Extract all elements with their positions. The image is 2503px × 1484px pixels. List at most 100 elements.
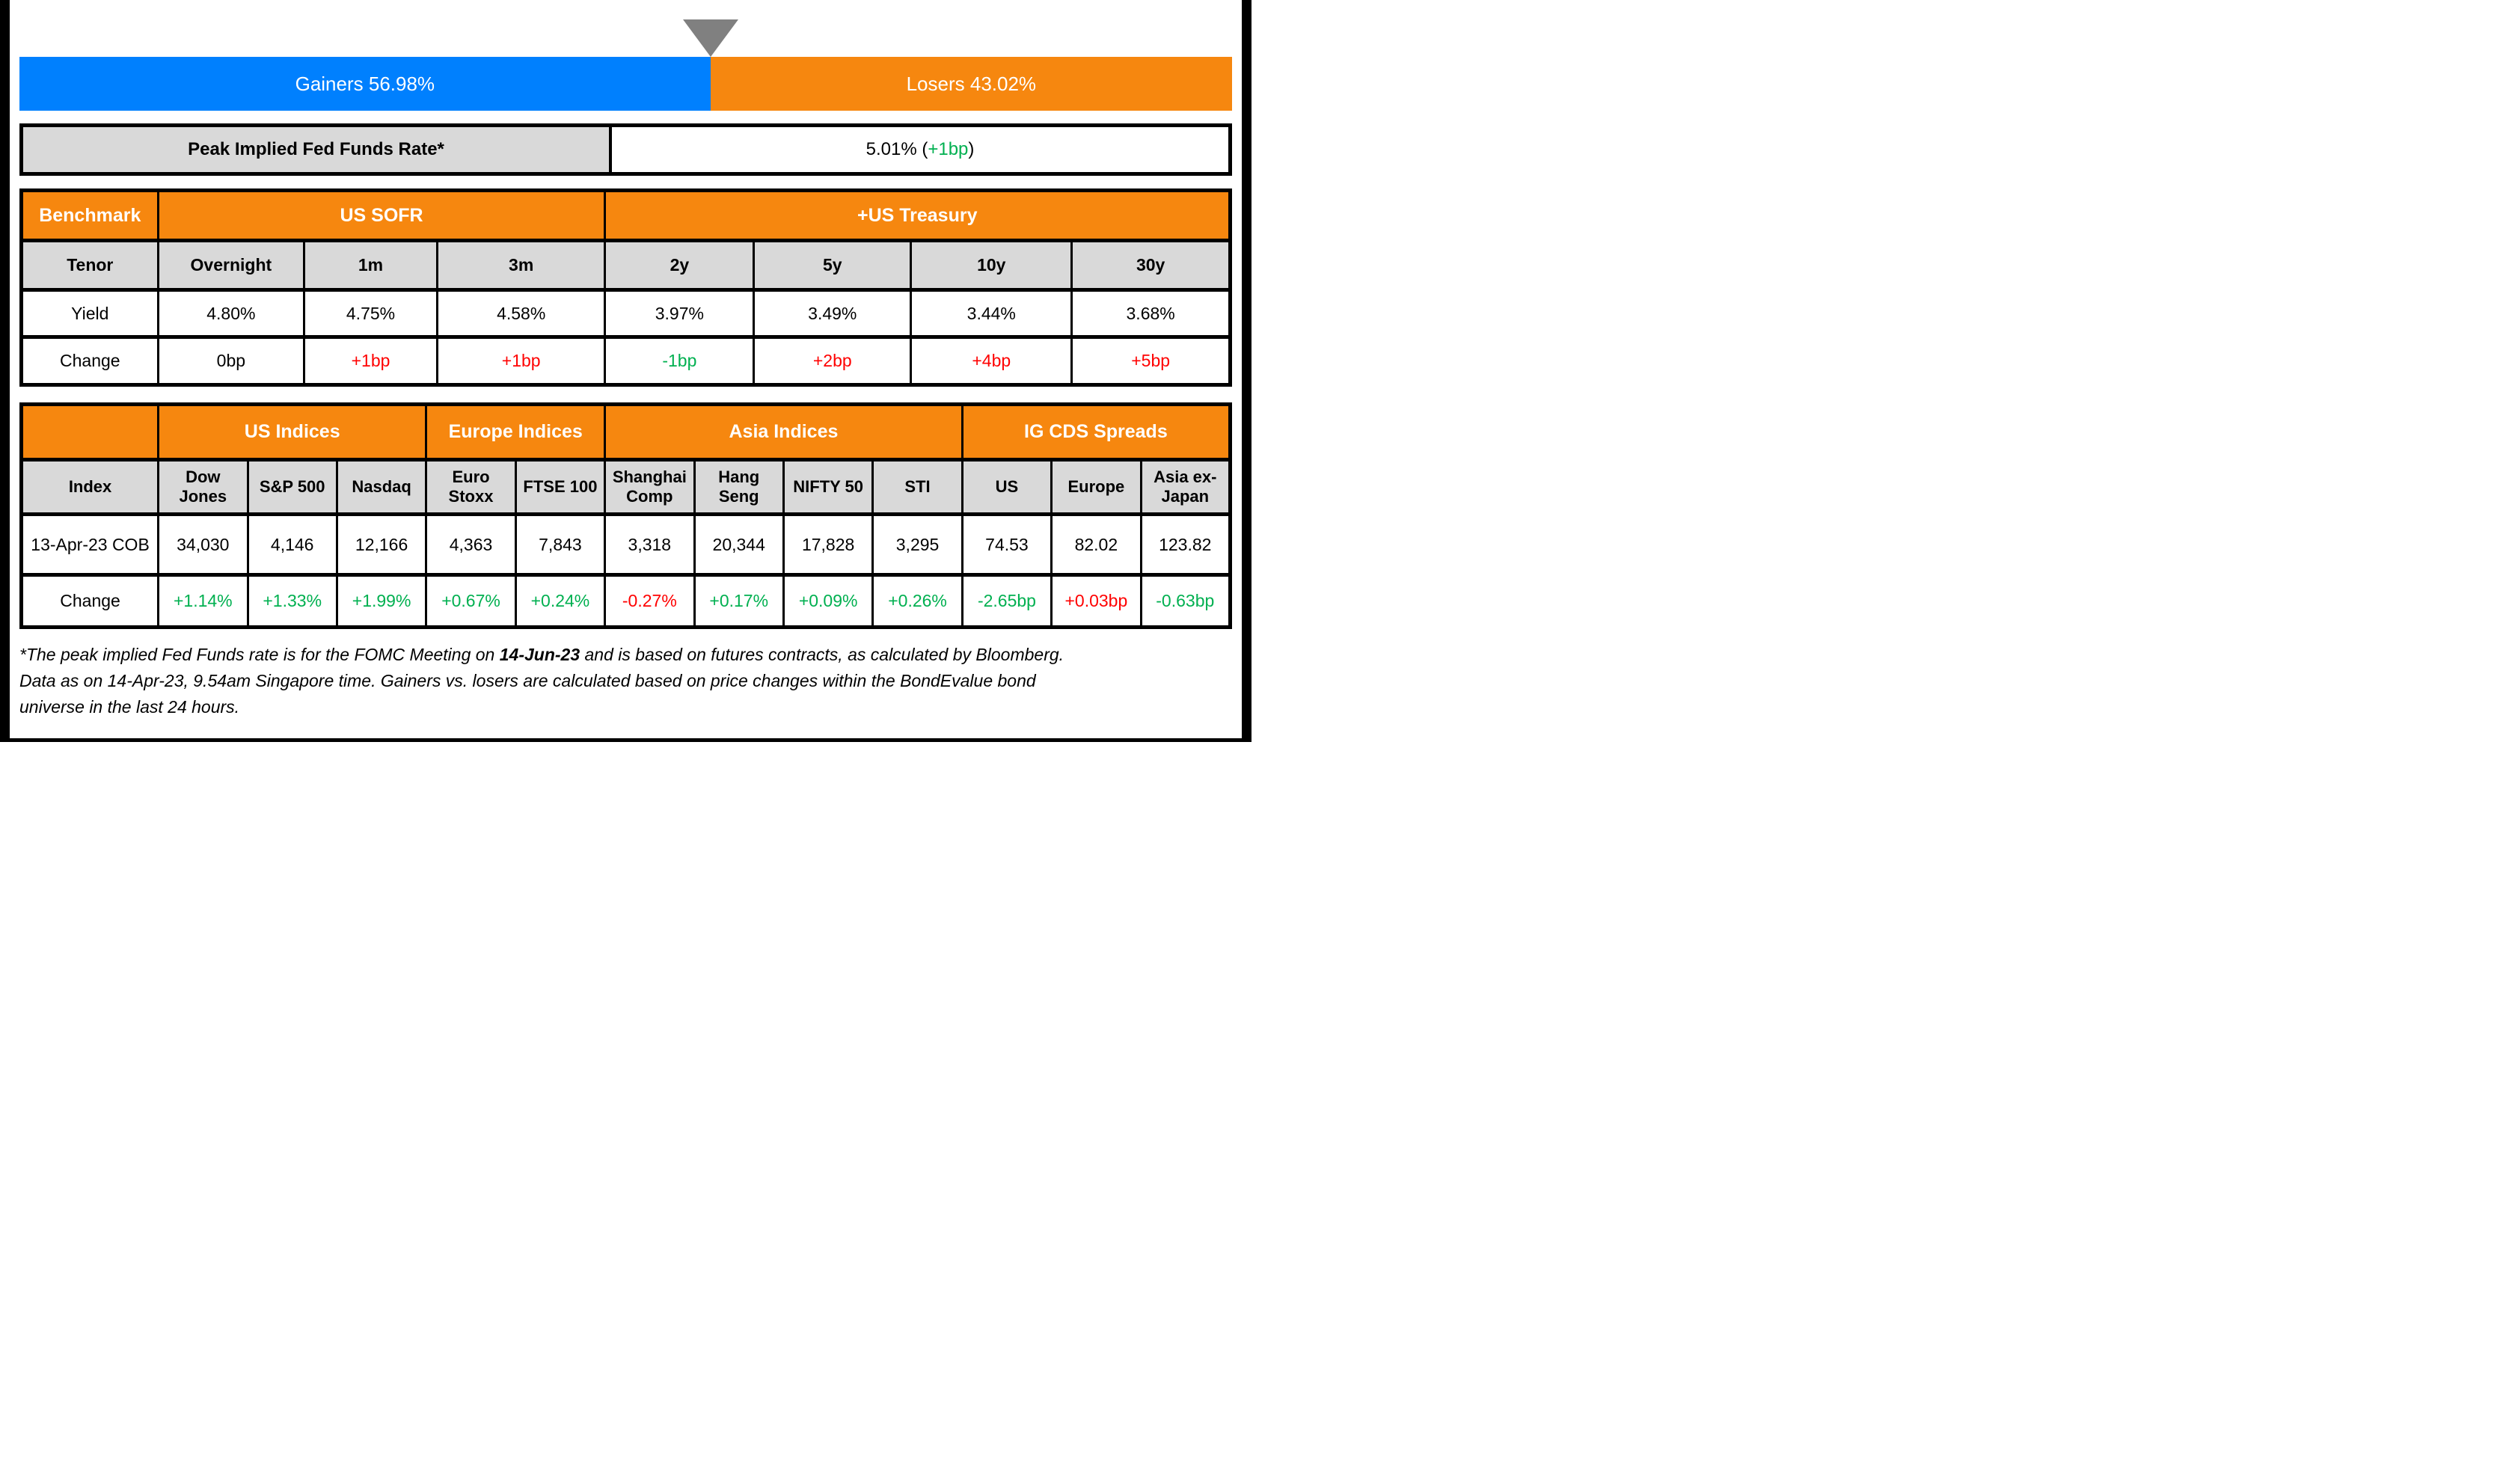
index-value-cell: 3,318 <box>604 512 696 577</box>
index-value-cell: 123.82 <box>1139 512 1232 577</box>
us-treasury-group-cell: +US Treasury <box>604 188 1231 242</box>
index-value-cell: 12,166 <box>335 512 428 577</box>
index-change-cell: +0.67% <box>425 573 517 629</box>
indices-group-header-row: US Indices Europe Indices Asia Indices I… <box>19 402 1232 462</box>
index-name-cell: NIFTY 50 <box>782 458 874 516</box>
index-change-cell: +0.17% <box>693 573 785 629</box>
index-value-cell: 20,344 <box>693 512 785 577</box>
index-change-cell: +1.99% <box>335 573 428 629</box>
peak-rate-close-paren: ) <box>968 139 975 159</box>
index-value-cell: 4,363 <box>425 512 517 577</box>
peak-rate-number: 5.01% ( <box>866 139 928 159</box>
footnote: *The peak implied Fed Funds rate is for … <box>19 642 1082 720</box>
index-change-cell: -0.27% <box>604 573 696 629</box>
benchmark-change-cell: 0bp <box>156 335 306 387</box>
footnote-text-1: *The peak implied Fed Funds rate is for … <box>19 645 500 664</box>
benchmark-title-cell: Benchmark <box>20 188 159 242</box>
footnote-bold-date: 14-Jun-23 <box>499 645 580 664</box>
index-change-cell: +1.14% <box>157 573 249 629</box>
gainers-label: Gainers 56.98% <box>295 72 435 95</box>
peak-rate-row: Peak Implied Fed Funds Rate* 5.01% (+1bp… <box>19 123 1232 176</box>
index-name-cell: Nasdaq <box>335 458 428 516</box>
index-name-cell: FTSE 100 <box>514 458 607 516</box>
yield-cell: 4.80% <box>156 288 306 339</box>
benchmark-tenor-row: Tenor Overnight 1m 3m 2y 5y 10y 30y <box>20 239 1231 292</box>
losers-label: Losers 43.02% <box>906 72 1037 95</box>
cob-date-cell: 13-Apr-23 COB <box>19 512 160 577</box>
us-indices-group-cell: US Indices <box>157 402 428 462</box>
yield-cell: 3.49% <box>753 288 913 339</box>
left-border <box>0 0 10 742</box>
peak-rate-value: 5.01% (+1bp) <box>612 127 1228 172</box>
right-border <box>1242 0 1252 742</box>
index-change-cell: -2.65bp <box>961 573 1053 629</box>
bottom-border <box>0 738 1252 742</box>
tenor-cell: 3m <box>435 239 607 292</box>
split-marker-triangle-icon <box>682 19 738 57</box>
change-label-cell: Change <box>19 573 160 629</box>
index-label-cell: Index <box>19 458 160 516</box>
benchmark-change-cell: +5bp <box>1070 335 1231 387</box>
index-value-cell: 17,828 <box>782 512 874 577</box>
ig-cds-group-cell: IG CDS Spreads <box>961 402 1232 462</box>
benchmark-yield-row: Yield 4.80% 4.75% 4.58% 3.97% 3.49% 3.44… <box>20 288 1231 339</box>
index-value-cell: 82.02 <box>1050 512 1142 577</box>
benchmark-group-header-row: Benchmark US SOFR +US Treasury <box>20 188 1231 242</box>
indices-table: US Indices Europe Indices Asia Indices I… <box>19 402 1232 629</box>
market-snapshot-infographic: Gainers 56.98% Losers 43.02% Peak Implie… <box>0 0 1252 742</box>
tenor-cell: 5y <box>753 239 913 292</box>
benchmark-change-cell: +2bp <box>753 335 913 387</box>
peak-rate-change: +1bp <box>928 139 969 159</box>
index-change-cell: +1.33% <box>246 573 338 629</box>
benchmark-change-cell: -1bp <box>604 335 756 387</box>
benchmark-change-row: Change 0bp +1bp +1bp -1bp +2bp +4bp +5bp <box>20 335 1231 387</box>
index-name-cell: Shanghai Comp <box>604 458 696 516</box>
yield-cell: 3.68% <box>1070 288 1231 339</box>
yield-cell: 4.58% <box>435 288 607 339</box>
index-name-cell: STI <box>871 458 963 516</box>
benchmark-change-cell: +1bp <box>303 335 438 387</box>
yield-cell: 3.97% <box>604 288 756 339</box>
change-label-cell: Change <box>20 335 159 387</box>
index-change-cell: +0.09% <box>782 573 874 629</box>
benchmark-change-cell: +1bp <box>435 335 607 387</box>
indices-header-row: Index Dow Jones S&P 500 Nasdaq Euro Stox… <box>19 458 1232 516</box>
index-name-cell: Euro Stoxx <box>425 458 517 516</box>
footnote-text-2: and is based on futures contracts, as ca… <box>19 645 1064 717</box>
index-value-cell: 7,843 <box>514 512 607 577</box>
tenor-cell: 10y <box>910 239 1073 292</box>
losers-segment: Losers 43.02% <box>710 57 1232 111</box>
index-value-cell: 4,146 <box>246 512 338 577</box>
tenor-cell: Overnight <box>156 239 306 292</box>
index-change-cell: +0.03bp <box>1050 573 1142 629</box>
index-name-cell: S&P 500 <box>246 458 338 516</box>
tenor-label-cell: Tenor <box>20 239 159 292</box>
gainers-losers-bar: Gainers 56.98% Losers 43.02% <box>19 57 1232 111</box>
index-name-cell: US <box>961 458 1053 516</box>
indices-value-row: 13-Apr-23 COB 34,030 4,146 12,166 4,363 … <box>19 512 1232 577</box>
asia-indices-group-cell: Asia Indices <box>604 402 963 462</box>
index-change-cell: -0.63bp <box>1139 573 1232 629</box>
yield-label-cell: Yield <box>20 288 159 339</box>
index-value-cell: 74.53 <box>961 512 1053 577</box>
us-sofr-group-cell: US SOFR <box>156 188 607 242</box>
index-change-cell: +0.26% <box>871 573 963 629</box>
index-value-cell: 34,030 <box>157 512 249 577</box>
indices-empty-corner-cell <box>19 402 160 462</box>
tenor-cell: 30y <box>1070 239 1231 292</box>
benchmark-table: Benchmark US SOFR +US Treasury Tenor Ove… <box>19 188 1232 387</box>
europe-indices-group-cell: Europe Indices <box>425 402 607 462</box>
index-name-cell: Europe <box>1050 458 1142 516</box>
index-name-cell: Hang Seng <box>693 458 785 516</box>
gainers-segment: Gainers 56.98% <box>19 57 711 111</box>
peak-rate-label: Peak Implied Fed Funds Rate* <box>23 127 612 172</box>
index-name-cell: Asia ex-Japan <box>1139 458 1232 516</box>
yield-cell: 3.44% <box>910 288 1073 339</box>
index-value-cell: 3,295 <box>871 512 963 577</box>
tenor-cell: 2y <box>604 239 756 292</box>
yield-cell: 4.75% <box>303 288 438 339</box>
tenor-cell: 1m <box>303 239 438 292</box>
indices-change-row: Change +1.14% +1.33% +1.99% +0.67% +0.24… <box>19 573 1232 629</box>
index-name-cell: Dow Jones <box>157 458 249 516</box>
content-area: Gainers 56.98% Losers 43.02% Peak Implie… <box>19 0 1232 720</box>
